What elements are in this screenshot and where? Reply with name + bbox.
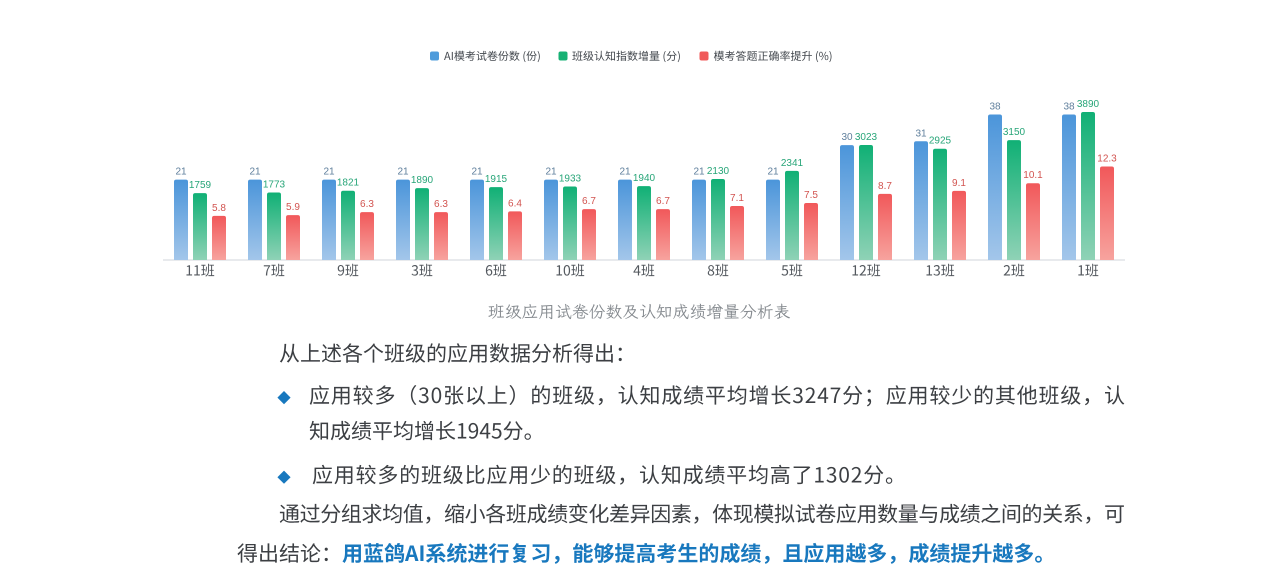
svg-text:3150: 3150	[1003, 127, 1026, 138]
svg-text:1759: 1759	[189, 180, 212, 191]
svg-text:21: 21	[693, 167, 705, 178]
svg-text:10.1: 10.1	[1023, 170, 1043, 181]
svg-text:2341: 2341	[781, 158, 804, 169]
svg-text:21: 21	[619, 167, 631, 178]
svg-text:1773: 1773	[263, 180, 286, 191]
svg-text:7.5: 7.5	[804, 190, 818, 201]
svg-text:3023: 3023	[855, 132, 878, 143]
svg-text:3890: 3890	[1077, 99, 1100, 110]
svg-text:21: 21	[545, 167, 557, 178]
svg-text:2925: 2925	[929, 136, 952, 147]
svg-text:6.4: 6.4	[508, 198, 522, 209]
svg-text:7.1: 7.1	[730, 193, 744, 204]
svg-text:5.8: 5.8	[212, 203, 226, 214]
svg-text:1890: 1890	[411, 175, 434, 186]
svg-text:1933: 1933	[559, 173, 582, 184]
svg-text:5.9: 5.9	[286, 202, 300, 213]
svg-text:12.3: 12.3	[1097, 154, 1117, 165]
svg-text:8.7: 8.7	[878, 181, 892, 192]
svg-text:6.3: 6.3	[434, 199, 448, 210]
svg-text:30: 30	[841, 132, 853, 143]
svg-text:38: 38	[1063, 102, 1075, 113]
svg-text:21: 21	[471, 167, 483, 178]
svg-text:21: 21	[767, 167, 779, 178]
svg-text:21: 21	[249, 167, 261, 178]
svg-text:2130: 2130	[707, 166, 730, 177]
svg-text:21: 21	[175, 167, 187, 178]
svg-text:6.7: 6.7	[582, 196, 596, 207]
svg-text:1821: 1821	[337, 178, 360, 189]
svg-text:1915: 1915	[485, 174, 508, 185]
svg-text:38: 38	[989, 102, 1001, 113]
svg-text:21: 21	[397, 167, 409, 178]
svg-text:6.7: 6.7	[656, 196, 670, 207]
svg-text:21: 21	[323, 167, 335, 178]
svg-text:6.3: 6.3	[360, 199, 374, 210]
svg-text:9.1: 9.1	[952, 178, 966, 189]
svg-text:31: 31	[915, 128, 927, 139]
svg-text:1940: 1940	[633, 173, 656, 184]
